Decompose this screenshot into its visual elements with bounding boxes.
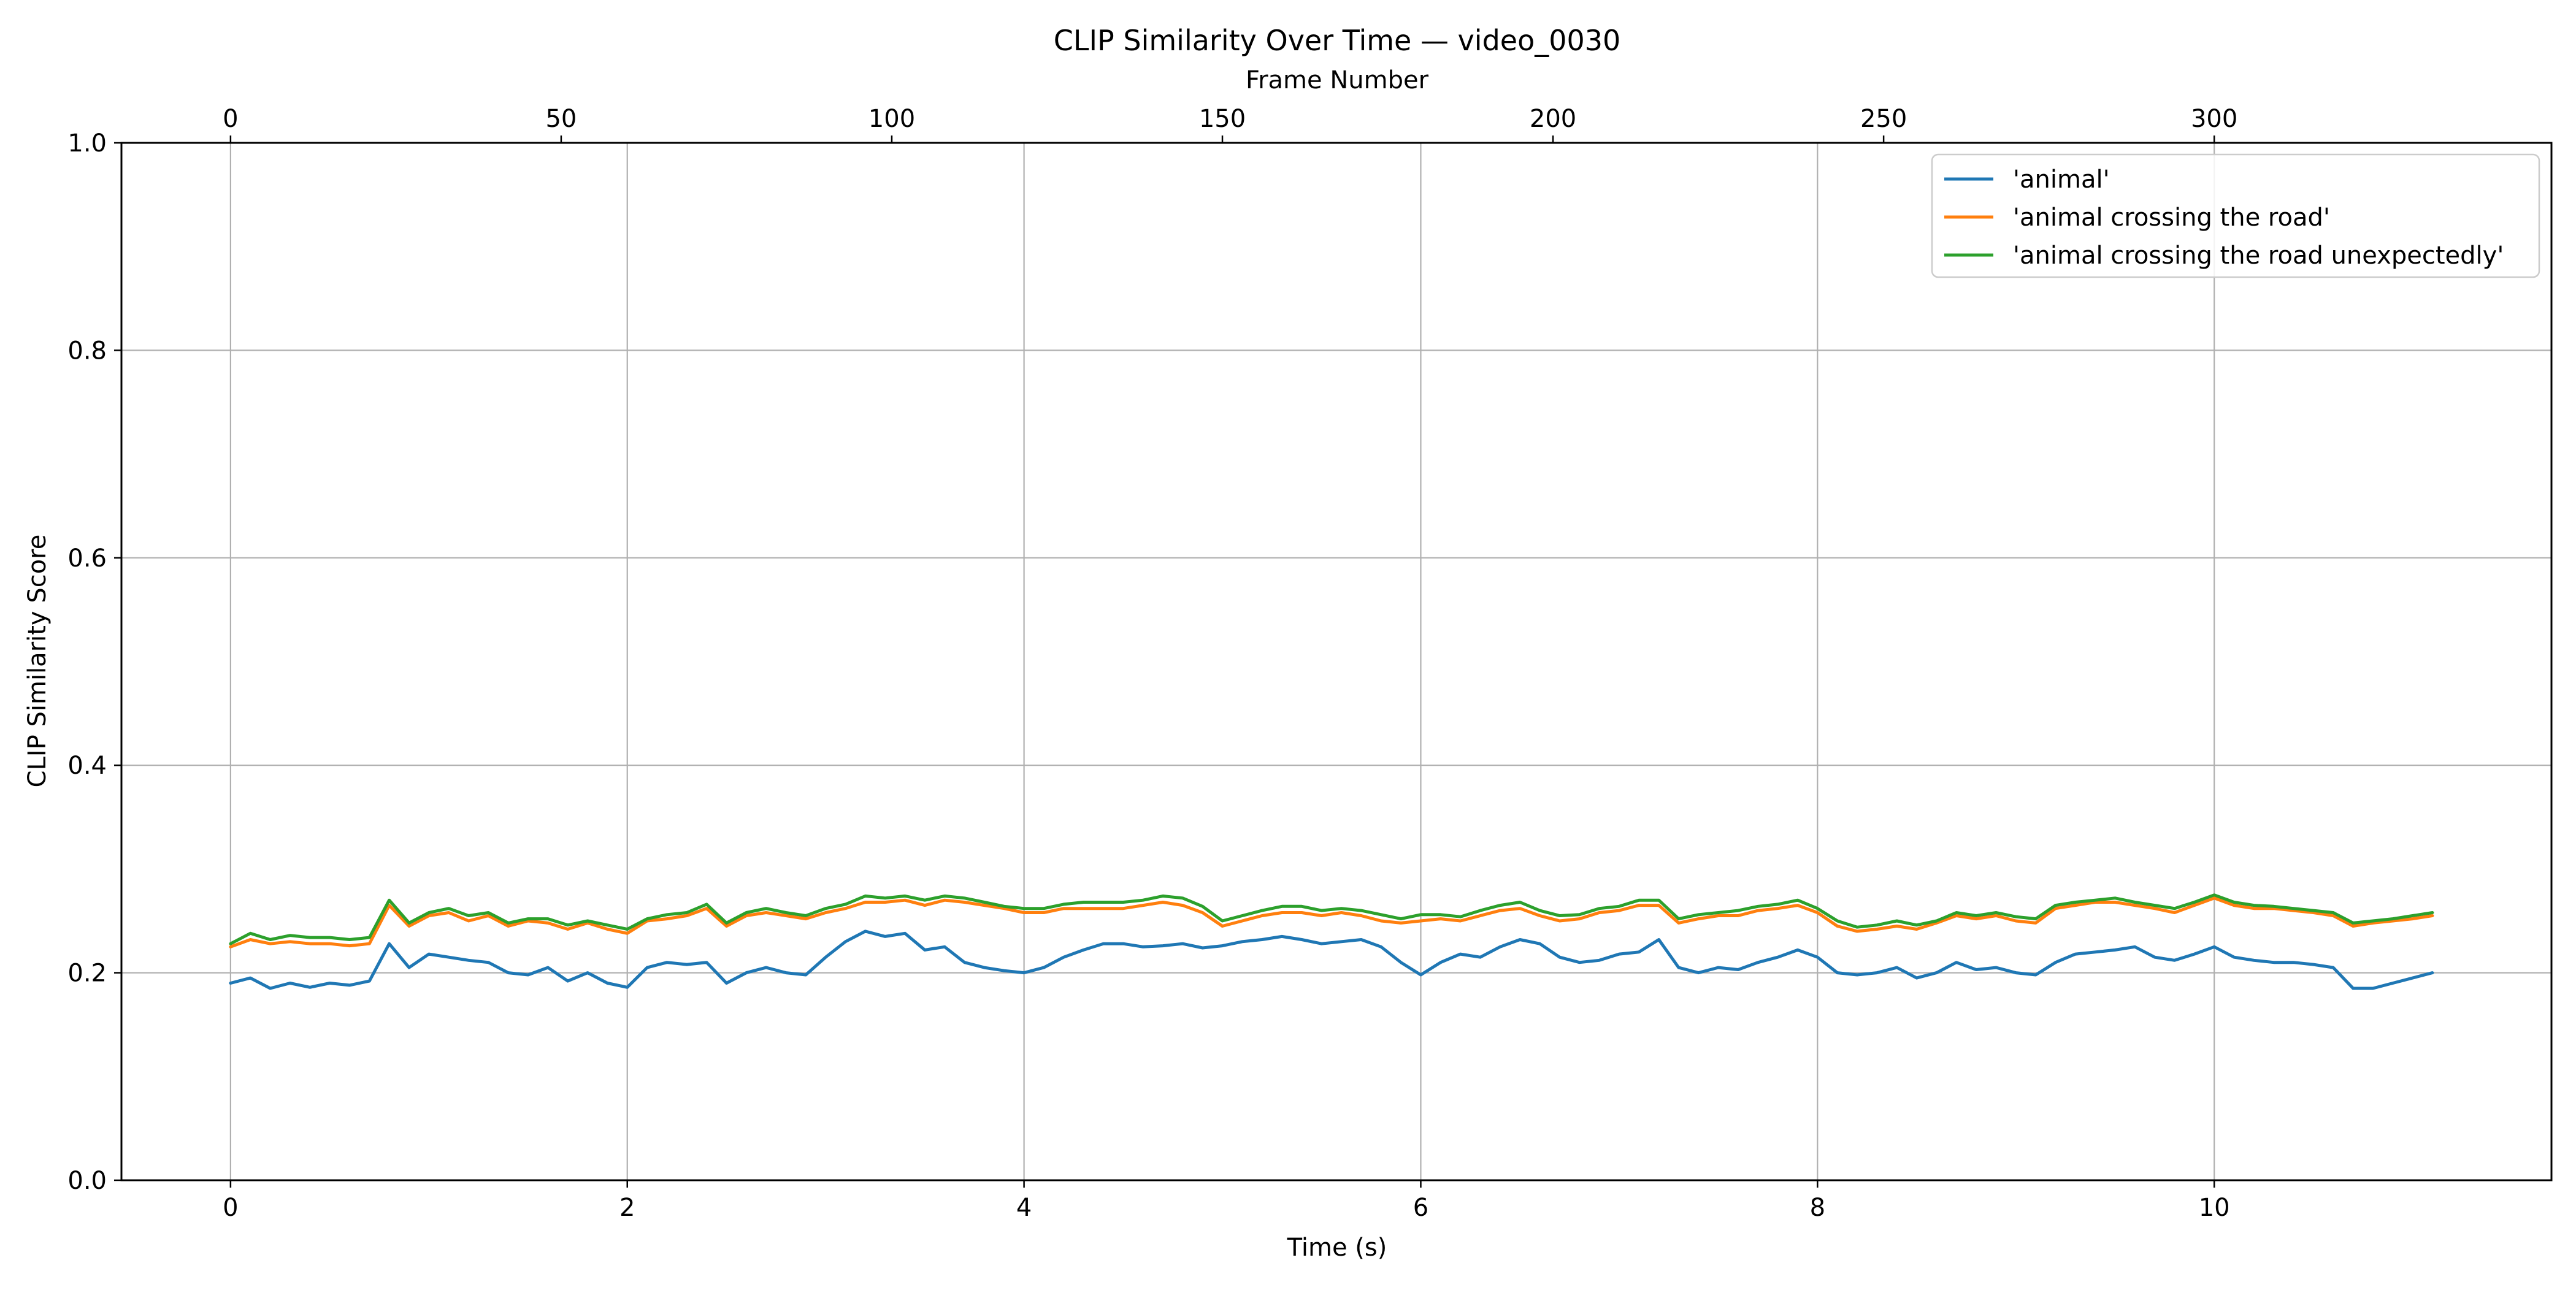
top-tick-label: 50 bbox=[545, 105, 577, 133]
y-tick-label: 0.0 bbox=[67, 1167, 107, 1195]
ticks-layer: 0 2 4 6 8 10 0.0 0.2 0.4 0.6 0.8 1.0 0 50 100 150 200 250… bbox=[67, 105, 2237, 1222]
legend-label: 'animal crossing the road unexpectedly' bbox=[2013, 242, 2504, 270]
x-tick-label: 0 bbox=[223, 1194, 238, 1222]
top-tick-label: 0 bbox=[223, 105, 238, 133]
legend-box bbox=[1931, 153, 2540, 278]
series-line-2 bbox=[229, 896, 2434, 948]
x-tick-label: 6 bbox=[1413, 1194, 1428, 1222]
legend: 'animal' 'animal crossing the road' 'anima… bbox=[1931, 153, 2540, 278]
x-tick-label: 2 bbox=[619, 1194, 635, 1222]
y-tick-label: 1.0 bbox=[67, 129, 107, 158]
y-tick-label: 0.6 bbox=[67, 544, 107, 573]
y-tick-label: 0.8 bbox=[67, 337, 107, 365]
plot-frame bbox=[120, 142, 2553, 1181]
top-tick-label: 250 bbox=[1860, 105, 1907, 133]
x-tick-label: 10 bbox=[2199, 1194, 2230, 1222]
series-layer bbox=[229, 893, 2434, 990]
top-tick-label: 300 bbox=[2191, 105, 2237, 133]
top-tick-label: 150 bbox=[1199, 105, 1246, 133]
top-tick-label: 200 bbox=[1530, 105, 1576, 133]
grid-layer bbox=[121, 142, 2551, 1181]
chart-title: CLIP Similarity Over Time — video_0030 bbox=[1054, 24, 1621, 57]
x-tick-label: 8 bbox=[1810, 1194, 1825, 1222]
x-tick-label: 4 bbox=[1016, 1194, 1032, 1222]
series-line-3 bbox=[229, 893, 2434, 945]
x-axis-label: Time (s) bbox=[1287, 1234, 1387, 1262]
series-line-1 bbox=[229, 929, 2434, 990]
legend-label: 'animal crossing the road' bbox=[2013, 204, 2330, 232]
y-axis-label: CLIP Similarity Score bbox=[23, 535, 52, 788]
y-tick-label: 0.4 bbox=[67, 752, 107, 780]
top-axis-label: Frame Number bbox=[1246, 66, 1429, 94]
legend-label: 'animal' bbox=[2013, 166, 2110, 194]
y-tick-label: 0.2 bbox=[67, 960, 107, 988]
top-tick-label: 100 bbox=[868, 105, 915, 133]
